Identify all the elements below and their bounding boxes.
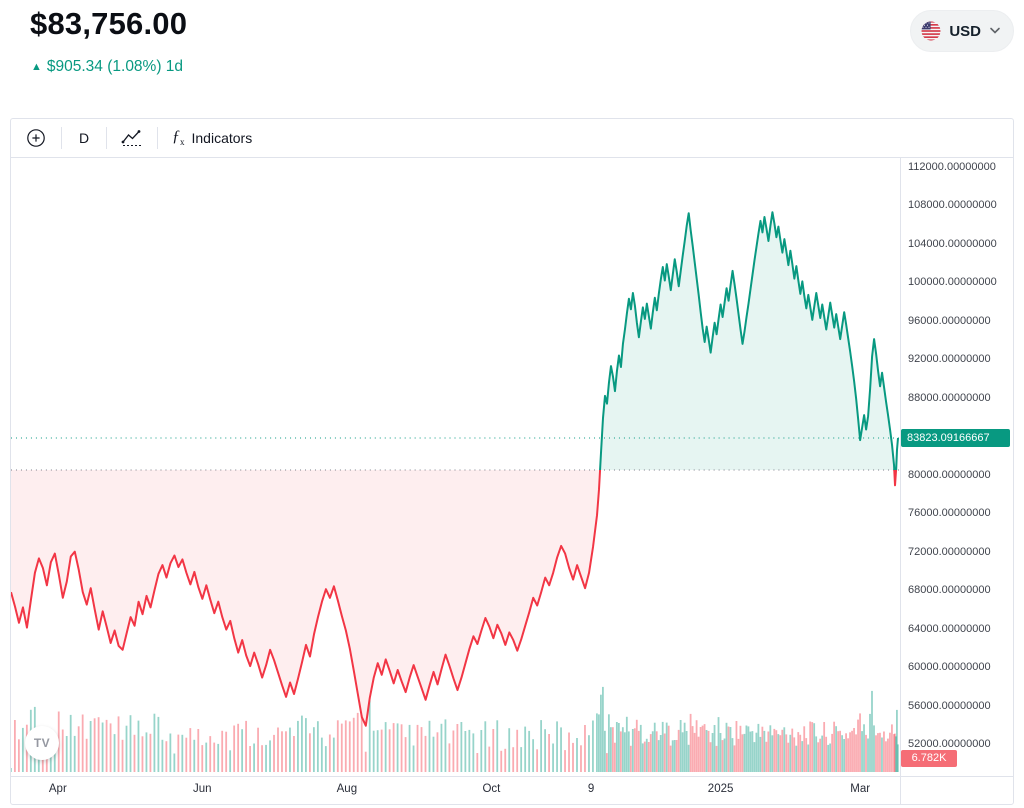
us-flag-icon [921,21,941,41]
circle-plus-icon [25,127,47,149]
y-axis-label: 100000.00000000 [908,276,997,288]
chart-style-button[interactable] [113,123,151,153]
time-axis-labels: Apr Jun Aug Oct 9 2025 Mar [11,777,900,804]
volume-badge: 6.782K [901,750,957,767]
x-axis-label: Jun [193,783,212,795]
toolbar-separator [106,127,107,149]
tradingview-logo[interactable]: TV [25,726,59,760]
chart-widget: D ƒx Indicators [10,118,1014,805]
x-axis-label: Apr [48,783,67,795]
indicators-button[interactable]: ƒx Indicators [164,123,260,153]
y-axis-label: 72000.00000000 [908,546,991,558]
y-axis-label: 52000.00000000 [908,738,991,750]
currency-selector[interactable]: USD [910,10,1014,52]
y-axis-label: 64000.00000000 [908,623,991,635]
x-axis-label: 9 [587,783,595,795]
y-axis-label: 92000.00000000 [908,353,991,365]
price-scale[interactable]: 83823.09166667 6.782K 112000.00000000 108… [900,158,1013,776]
y-axis-label: 108000.00000000 [908,199,997,211]
current-price: $83,756.00 [30,6,188,41]
price-chart-svg [11,211,900,772]
x-axis-label: Aug [336,783,358,795]
y-axis-label: 76000.00000000 [908,507,991,519]
indicators-label: Indicators [191,130,253,146]
baseline-style-icon [121,127,143,149]
y-axis-label: 80000.00000000 [908,469,991,481]
price-change: ▲ $905.34 (1.08%) 1d [31,58,183,76]
y-axis-label: 60000.00000000 [908,661,991,673]
chevron-down-icon [989,27,1001,35]
up-arrow-icon: ▲ [31,60,42,73]
currency-code: USD [949,22,981,40]
toolbar-separator [61,127,62,149]
interval-button[interactable]: D [68,123,100,153]
fx-icon: ƒx [172,127,185,148]
y-axis-label: 96000.00000000 [908,315,991,327]
y-axis-label: 68000.00000000 [908,584,991,596]
x-axis-label: Oct [482,783,501,795]
time-axis[interactable]: Apr Jun Aug Oct 9 2025 Mar [11,776,1013,804]
y-axis-label: 104000.00000000 [908,238,997,250]
chart-body: TV 83823.09166667 6.782K 112000.00000000… [11,158,1013,776]
x-axis-label: 2025 [707,783,734,795]
crosshair-plus-button[interactable] [17,123,55,153]
y-axis-label: 112000.00000000 [908,161,996,173]
price-change-text: $905.34 (1.08%) 1d [46,58,184,75]
time-axis-corner [900,777,1013,804]
x-axis-label: Mar [850,783,871,795]
current-price-badge: 83823.09166667 [901,429,1010,447]
toolbar-separator [157,127,158,149]
chart-plot-area[interactable]: TV [11,158,900,776]
chart-toolbar: D ƒx Indicators [11,119,1013,158]
y-axis-label: 56000.00000000 [908,700,991,712]
y-axis-label: 88000.00000000 [908,392,991,404]
